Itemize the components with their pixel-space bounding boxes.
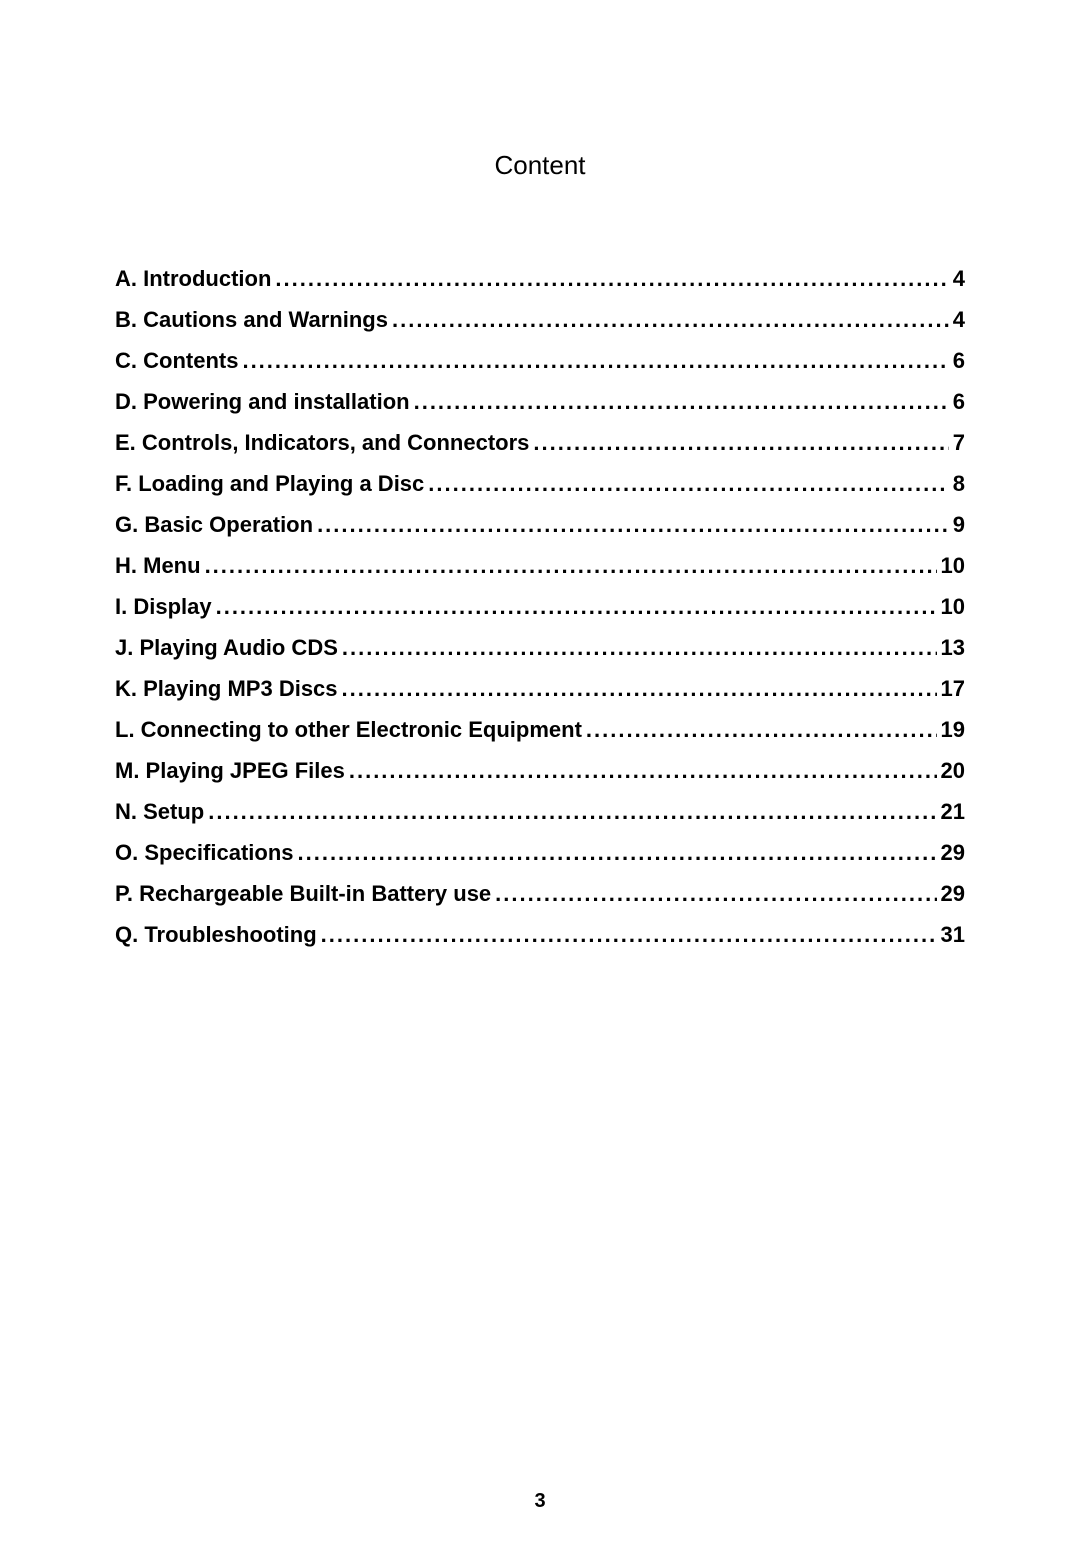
toc-entry-page: 10: [941, 553, 965, 579]
toc-entry-label: G. Basic Operation: [115, 512, 313, 538]
toc-entry-page: 29: [941, 840, 965, 866]
toc-entry-label: N. Setup: [115, 799, 204, 825]
toc-entry-page: 20: [941, 758, 965, 784]
toc-entry: D. Powering and installation ...........…: [115, 389, 965, 415]
toc-entry: E. Controls, Indicators, and Connectors …: [115, 430, 965, 456]
toc-entry-page: 6: [953, 348, 965, 374]
toc-entry-label: K. Playing MP3 Discs: [115, 676, 338, 702]
toc-entry-dots: ........................................…: [342, 635, 937, 661]
toc-entry-dots: ........................................…: [298, 840, 937, 866]
toc-entry-label: F. Loading and Playing a Disc: [115, 471, 424, 497]
toc-entry-dots: ........................................…: [349, 758, 937, 784]
toc-entry-label: Q. Troubleshooting: [115, 922, 317, 948]
toc-entry: P. Rechargeable Built-in Battery use ...…: [115, 881, 965, 907]
toc-entry: I. Display .............................…: [115, 594, 965, 620]
toc-entry-dots: ........................................…: [205, 553, 937, 579]
toc-entry-page: 4: [953, 307, 965, 333]
toc-entry-page: 6: [953, 389, 965, 415]
toc-entry-page: 10: [941, 594, 965, 620]
toc-entry-page: 9: [953, 512, 965, 538]
toc-entry-dots: ........................................…: [342, 676, 937, 702]
toc-entry-label: B. Cautions and Warnings: [115, 307, 388, 333]
toc-entry: Q. Troubleshooting .....................…: [115, 922, 965, 948]
toc-entry-dots: ........................................…: [317, 512, 949, 538]
toc-entry-page: 7: [953, 430, 965, 456]
toc-entry-dots: ........................................…: [414, 389, 949, 415]
toc-entry: H. Menu ................................…: [115, 553, 965, 579]
toc-entry-page: 29: [941, 881, 965, 907]
toc-entry-dots: ........................................…: [495, 881, 936, 907]
toc-entry-dots: ........................................…: [428, 471, 948, 497]
toc-entry-page: 31: [941, 922, 965, 948]
toc-entry: N. Setup ...............................…: [115, 799, 965, 825]
toc-entry: A. Introduction ........................…: [115, 266, 965, 292]
toc-entry: B. Cautions and Warnings ...............…: [115, 307, 965, 333]
toc-entry: G. Basic Operation .....................…: [115, 512, 965, 538]
toc-entry: K. Playing MP3 Discs ...................…: [115, 676, 965, 702]
toc-entry: L. Connecting to other Electronic Equipm…: [115, 717, 965, 743]
toc-entry-label: P. Rechargeable Built-in Battery use: [115, 881, 491, 907]
toc-entry-page: 4: [953, 266, 965, 292]
toc-entry-dots: ........................................…: [242, 348, 948, 374]
toc-list: A. Introduction ........................…: [115, 266, 965, 948]
toc-entry-label: L. Connecting to other Electronic Equipm…: [115, 717, 582, 743]
toc-entry-dots: ........................................…: [392, 307, 949, 333]
toc-entry-label: M. Playing JPEG Files: [115, 758, 345, 784]
toc-entry-label: I. Display: [115, 594, 212, 620]
toc-entry-label: O. Specifications: [115, 840, 294, 866]
toc-entry-dots: ........................................…: [533, 430, 948, 456]
toc-entry-page: 21: [941, 799, 965, 825]
toc-entry-label: H. Menu: [115, 553, 201, 579]
toc-entry: F. Loading and Playing a Disc ..........…: [115, 471, 965, 497]
toc-entry-page: 17: [941, 676, 965, 702]
page-number: 3: [0, 1490, 1080, 1513]
toc-entry-dots: ........................................…: [208, 799, 936, 825]
toc-heading: Content: [115, 150, 965, 181]
toc-entry-dots: ........................................…: [275, 266, 948, 292]
toc-entry: J. Playing Audio CDS ...................…: [115, 635, 965, 661]
toc-entry-dots: ........................................…: [216, 594, 937, 620]
toc-entry-page: 13: [941, 635, 965, 661]
toc-entry-label: A. Introduction: [115, 266, 271, 292]
toc-entry-label: D. Powering and installation: [115, 389, 410, 415]
toc-entry: O. Specifications ......................…: [115, 840, 965, 866]
toc-entry-page: 8: [953, 471, 965, 497]
toc-entry-dots: ........................................…: [586, 717, 937, 743]
toc-entry-dots: ........................................…: [321, 922, 937, 948]
toc-entry-page: 19: [941, 717, 965, 743]
toc-entry: M. Playing JPEG Files ..................…: [115, 758, 965, 784]
toc-entry-label: C. Contents: [115, 348, 238, 374]
toc-entry: C. Contents ............................…: [115, 348, 965, 374]
toc-entry-label: J. Playing Audio CDS: [115, 635, 338, 661]
toc-entry-label: E. Controls, Indicators, and Connectors: [115, 430, 529, 456]
